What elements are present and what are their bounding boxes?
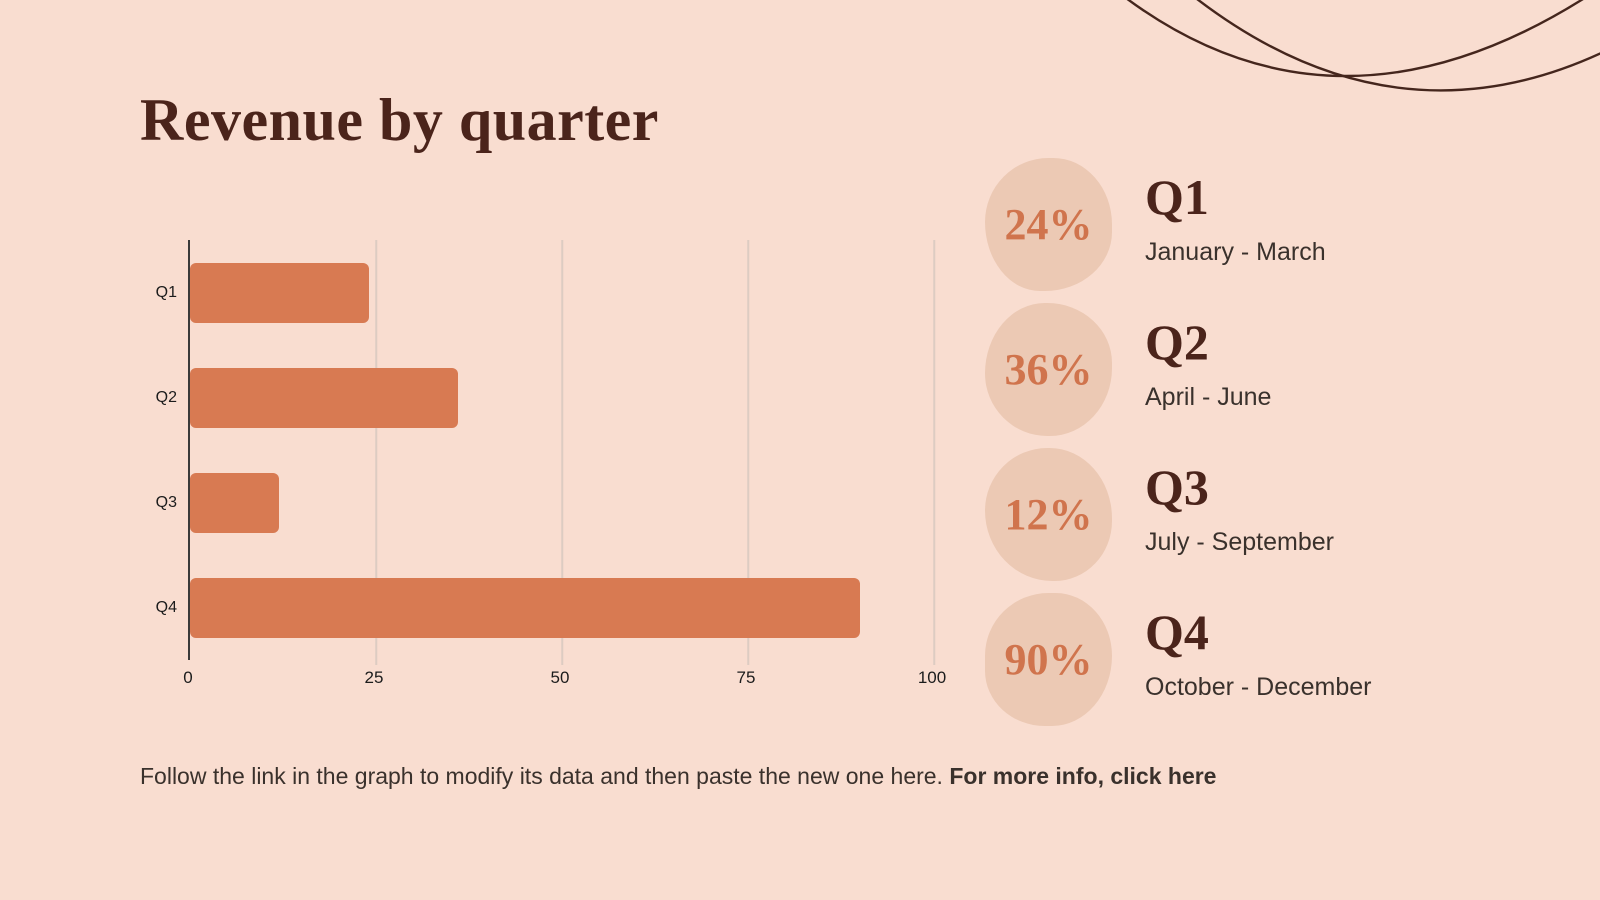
bar-q3 (190, 472, 280, 533)
stat-percent-q4: 90% (1004, 635, 1093, 684)
chart-row-q1: Q1 (156, 240, 934, 345)
x-tick-label-50: 50 (550, 668, 570, 687)
stat-range-q2: April - June (1145, 383, 1272, 411)
page-title: Revenue by quarter (140, 87, 659, 153)
stat-text-q2: Q2 April - June (1145, 303, 1271, 412)
y-category-label-q2: Q2 (155, 388, 177, 406)
stat-heading-q4: Q4 (1145, 604, 1209, 660)
stat-percent-q3: 12% (1004, 490, 1093, 539)
arc-line-outer (1126, 0, 1584, 78)
gridline-100 (933, 240, 935, 665)
footer-more-info-link[interactable]: For more info, click here (949, 763, 1217, 789)
chart-row-q3: Q3 (156, 450, 934, 555)
stat-blob-q4: 90% (985, 593, 1112, 726)
x-tick-label-0: 0 (183, 668, 193, 687)
stat-range-q3: July - September (1145, 528, 1334, 556)
stat-text-q3: Q3 July - September (1145, 448, 1334, 557)
footer-note: Follow the link in the graph to modify i… (140, 763, 1216, 790)
chart-plot-area: Q1 Q2 Q3 Q4 (156, 240, 935, 665)
stat-blob-q3: 12% (985, 448, 1112, 581)
stat-text-q1: Q1 January - March (1145, 158, 1326, 267)
quarter-stats: 24% Q1 January - March 36% Q2 April - Ju… (985, 158, 1465, 738)
stat-percent-q2: 36% (1004, 345, 1093, 394)
chart-row-q2: Q2 (156, 345, 934, 450)
stat-range-q1: January - March (1145, 238, 1326, 266)
bar-q1 (190, 262, 369, 323)
stat-item-q3: 12% Q3 July - September (985, 448, 1465, 581)
stat-percent-q1: 24% (1004, 200, 1093, 249)
y-category-label-q3: Q3 (155, 493, 177, 511)
bar-q4 (190, 577, 860, 638)
stat-heading-q1: Q1 (1145, 169, 1209, 225)
arc-line-inner (1196, 0, 1600, 92)
stat-heading-q2: Q2 (1145, 314, 1209, 370)
footer-text: Follow the link in the graph to modify i… (140, 763, 943, 789)
stat-text-q4: Q4 October - December (1145, 593, 1371, 702)
gridline-50 (561, 240, 563, 665)
stat-item-q2: 36% Q2 April - June (985, 303, 1465, 436)
chart-row-q4: Q4 (156, 555, 934, 660)
stat-blob-q1: 24% (985, 158, 1112, 291)
stat-item-q1: 24% Q1 January - March (985, 158, 1465, 291)
gridline-75 (747, 240, 749, 665)
x-tick-label-75: 75 (736, 668, 756, 687)
stat-heading-q3: Q3 (1145, 459, 1209, 515)
stat-item-q4: 90% Q4 October - December (985, 593, 1465, 726)
gridline-25 (375, 240, 377, 665)
stat-blob-q2: 36% (985, 303, 1112, 436)
y-category-label-q4: Q4 (155, 598, 177, 616)
chart-x-axis: 0 25 50 75 100 (183, 668, 946, 692)
y-category-label-q1: Q1 (155, 283, 177, 301)
x-tick-label-100: 100 (917, 668, 947, 687)
x-tick-label-25: 25 (364, 668, 384, 687)
bar-q2 (190, 367, 458, 428)
stat-range-q4: October - December (1145, 673, 1372, 701)
